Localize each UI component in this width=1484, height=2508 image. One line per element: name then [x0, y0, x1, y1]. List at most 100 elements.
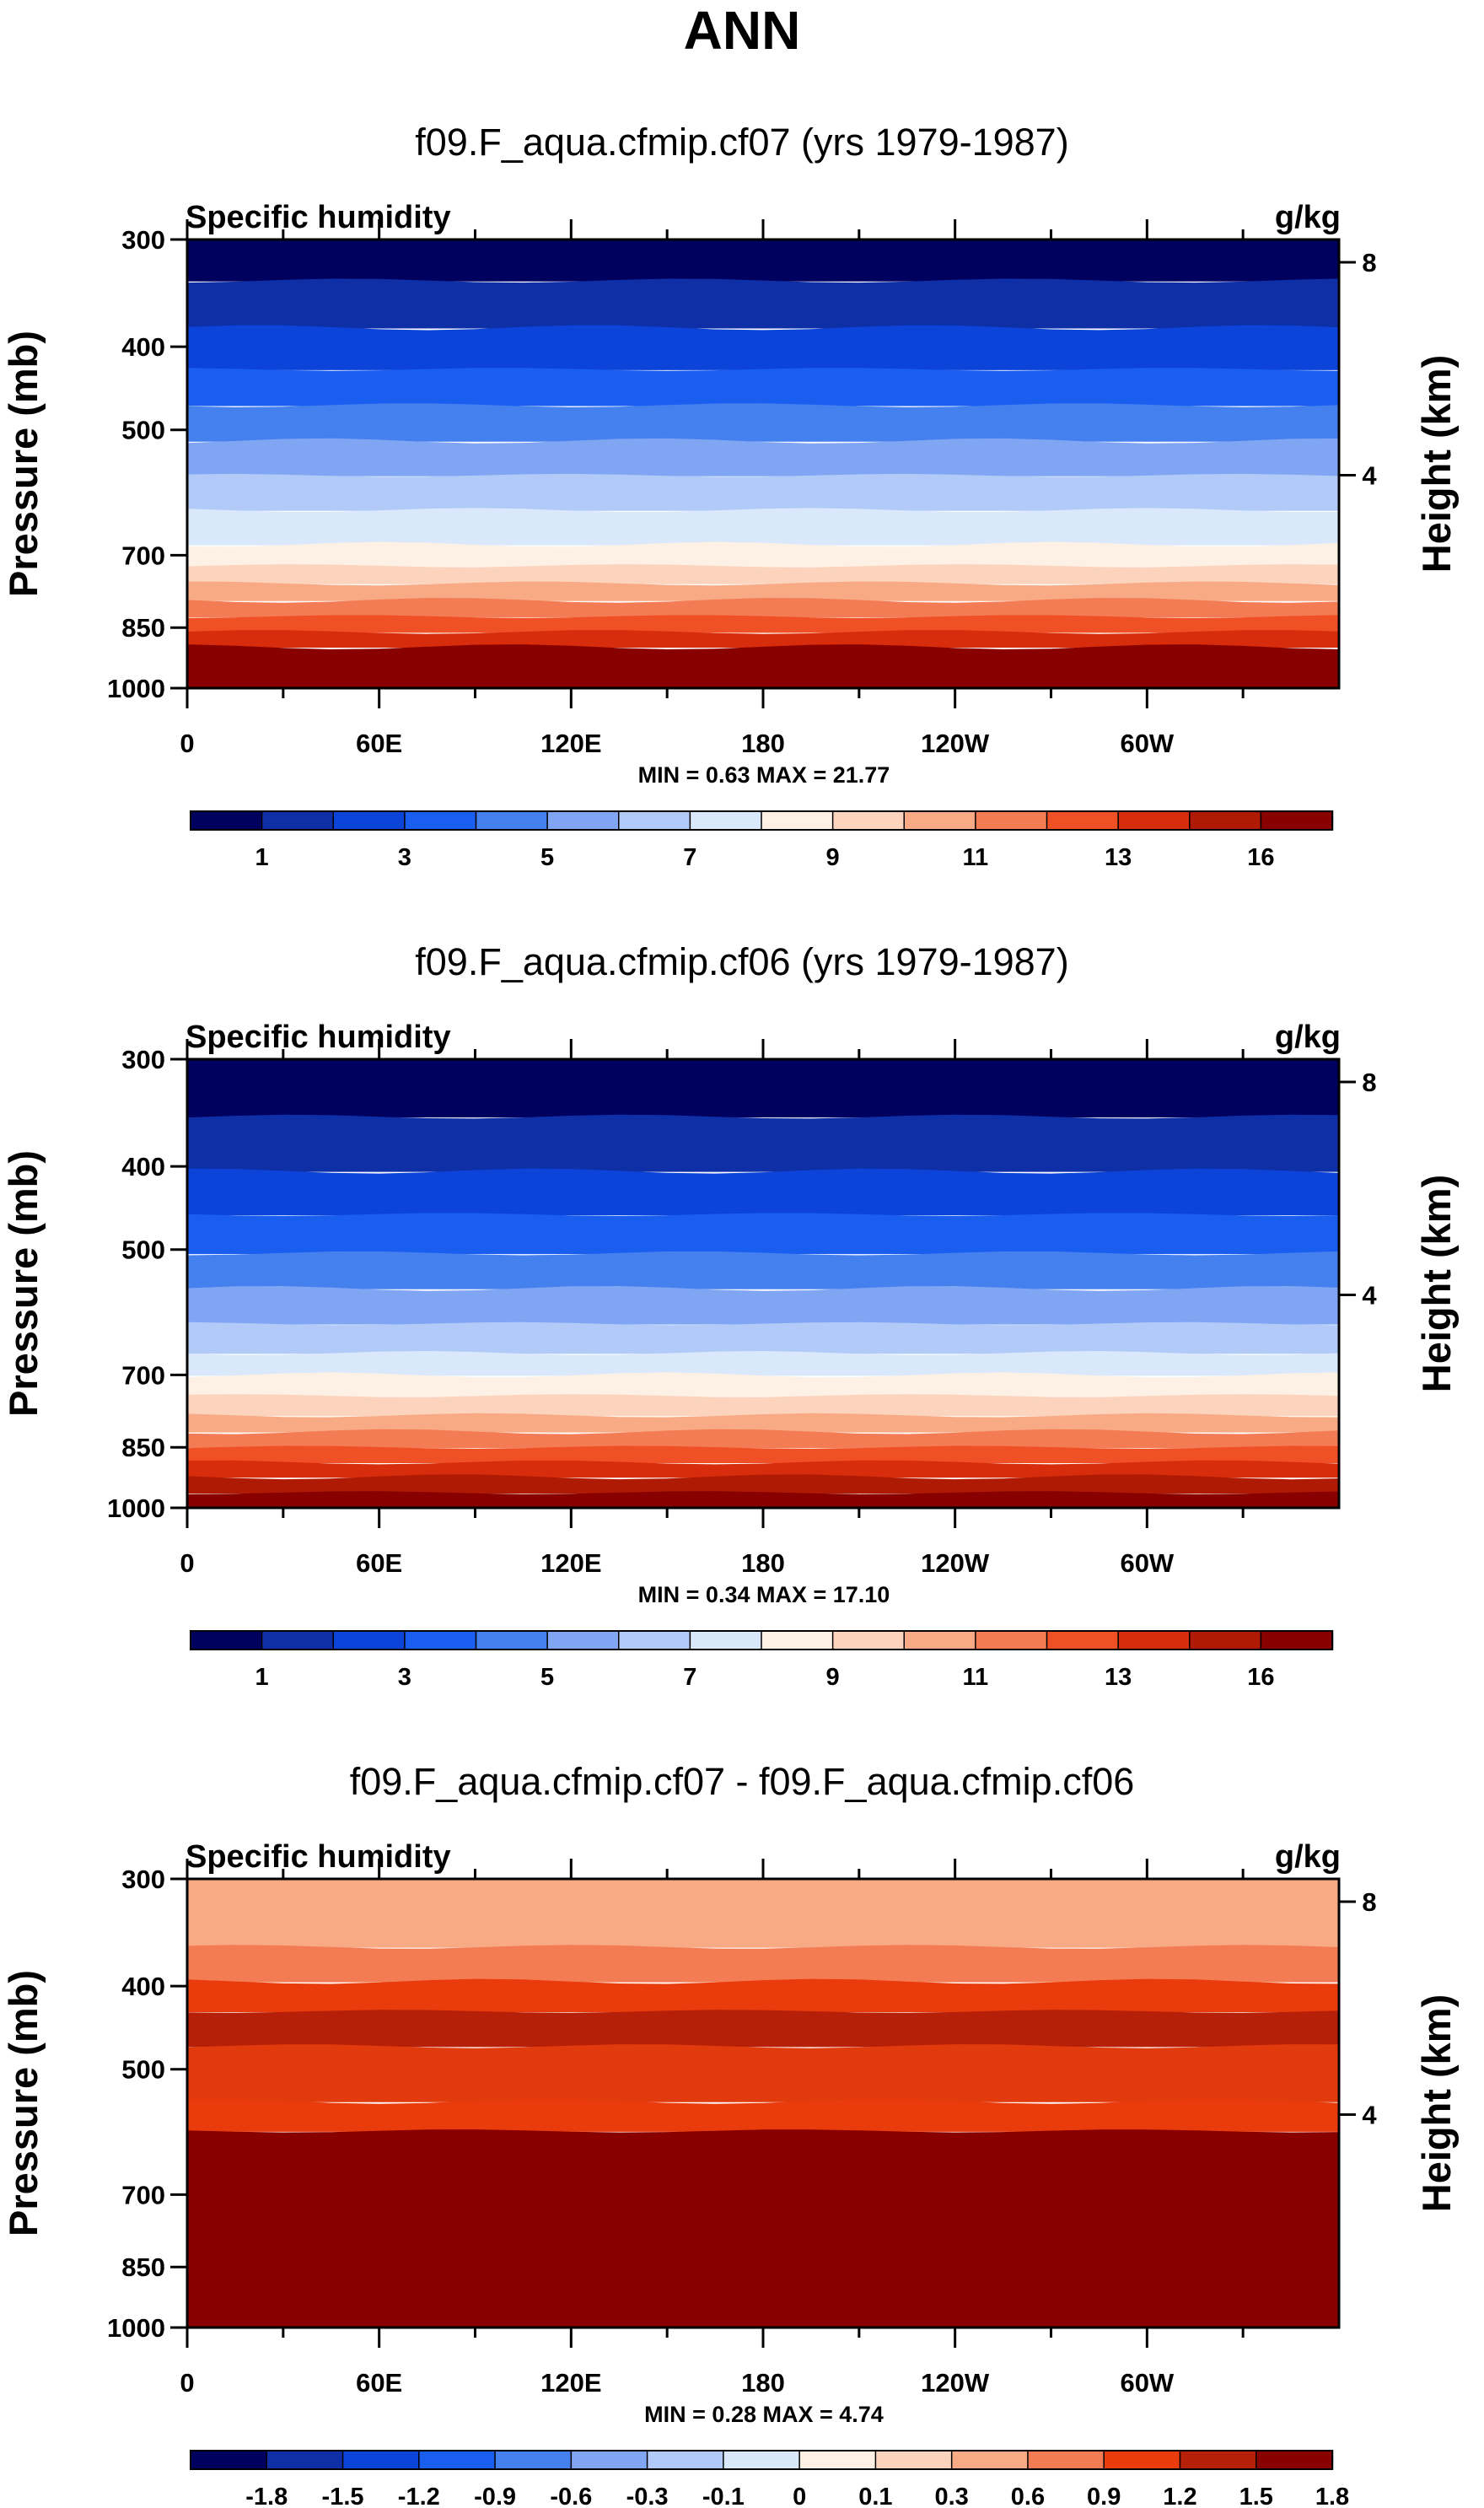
colorbar-cell [874, 2450, 953, 2470]
contour-band [187, 1351, 1339, 1376]
colorbar-label: 16 [1247, 1664, 1274, 1691]
colorbar-label: 11 [963, 844, 989, 871]
contour-band [187, 541, 1339, 567]
contour-band [187, 403, 1339, 442]
colorbar-label: 5 [540, 844, 554, 871]
contour-band [187, 2129, 1339, 2328]
colorbar-cell [546, 810, 620, 831]
contour-band [187, 1978, 1339, 2012]
colorbar-cell [1255, 2450, 1334, 2470]
contour-band [187, 2099, 1339, 2132]
variable-label: Specific humidity [186, 1839, 451, 1875]
units-label: g/kg [1275, 1020, 1341, 1055]
contour-band [187, 473, 1339, 511]
colorbar-label: 13 [1105, 1664, 1132, 1691]
colorbar-cell [689, 1630, 763, 1650]
x-tick-label: 120E [540, 2368, 601, 2398]
y-tick-label: 1000 [107, 2313, 165, 2343]
colorbar-cell [618, 1630, 691, 1650]
colorbar-frame [190, 1630, 1333, 1650]
colorbar-cell [190, 1630, 263, 1650]
y-tick-label: 700 [121, 2180, 165, 2209]
colorbar-cell [475, 810, 549, 831]
colorbar-label: 7 [683, 1664, 696, 1691]
y-tick-label: 850 [121, 1433, 165, 1462]
colorbar-cell [831, 1630, 906, 1650]
colorbar-cell [332, 1630, 406, 1650]
y-tick-label: 850 [121, 2252, 165, 2282]
colorbar-label: 0.9 [1087, 2484, 1121, 2508]
colorbar-cell [761, 1630, 834, 1650]
contour-band [187, 1213, 1339, 1255]
colorbar-cell [1260, 1630, 1334, 1650]
contour-band [187, 1286, 1339, 1325]
colorbar-cell [266, 2450, 344, 2470]
panel-cf07: f09.F_aqua.cfmip.cf07 (yrs 1979-1987) Spe… [1, 121, 1459, 871]
colorbar-cell [1117, 810, 1191, 831]
colorbar-cell [190, 810, 263, 831]
x-tick-label: 180 [741, 2368, 785, 2398]
y-tick-label: 700 [121, 541, 165, 570]
y2-axis-title: Height (km) [1414, 355, 1459, 573]
contour-band [187, 1879, 1339, 1948]
y-axis-title: Pressure (mb) [1, 1150, 46, 1417]
contour-band [187, 278, 1339, 329]
x-tick-label: 60W [1120, 1548, 1174, 1578]
contour-band [187, 1394, 1339, 1417]
colorbar-label: -1.5 [322, 2484, 364, 2508]
y-tick-label: 400 [121, 332, 165, 362]
y-axis-title: Pressure (mb) [1, 331, 46, 597]
x-tick-label: 60W [1120, 729, 1174, 758]
contour-band [187, 1429, 1339, 1449]
colorbar-cell [903, 810, 977, 831]
colorbar-label: 1 [255, 844, 269, 871]
colorbar-label: -1.2 [398, 2484, 440, 2508]
colorbar-cell [341, 2450, 421, 2470]
contour-band [187, 1168, 1339, 1215]
colorbar-cell [418, 2450, 497, 2470]
colorbar-cell [404, 1630, 477, 1650]
contour-band [187, 564, 1339, 584]
colorbar-cell [332, 810, 406, 831]
colorbar-frame [190, 810, 1333, 831]
x-tick-label: 120W [921, 1548, 990, 1578]
y-tick-label: 500 [121, 1235, 165, 1265]
y-tick-label: 700 [121, 1360, 165, 1390]
y-tick-label: 1000 [107, 1493, 165, 1523]
colorbar-cell [1117, 1630, 1191, 1650]
y-tick-label: 500 [121, 416, 165, 445]
contour-band [187, 1059, 1339, 1118]
contour-band [187, 1321, 1339, 1354]
y2-tick-label: 8 [1362, 1887, 1376, 1917]
colorbar-label: 0.1 [858, 2484, 892, 2508]
contour-band [187, 630, 1339, 648]
colorbar-cell [1046, 1630, 1120, 1650]
colorbar-cell [646, 2450, 725, 2470]
colorbar-cell [1027, 2450, 1105, 2470]
y-tick-label: 300 [121, 1045, 165, 1074]
contour-band [187, 1413, 1339, 1433]
contour-band [187, 598, 1339, 617]
variable-label: Specific humidity [186, 1020, 451, 1055]
x-tick-label: 180 [741, 729, 785, 758]
panel-title: f09.F_aqua.cfmip.cf06 (yrs 1979-1987) [415, 940, 1068, 983]
colorbar-cell [618, 810, 691, 831]
colorbar-label: 1 [255, 1664, 269, 1691]
colorbar-cell [950, 2450, 1030, 2470]
y2-tick-label: 4 [1362, 2101, 1377, 2130]
x-tick-label: 120E [540, 729, 601, 758]
contour-band [187, 508, 1339, 546]
contour-band [187, 644, 1339, 689]
min-max-label: MIN = 0.34 MAX = 17.10 [638, 1582, 890, 1607]
contour-band [187, 1945, 1339, 1983]
x-tick-label: 60E [356, 2368, 402, 2398]
colorbar-label: -0.3 [626, 2484, 669, 2508]
colorbar-cell [831, 810, 906, 831]
contour-band [187, 581, 1339, 601]
min-max-label: MIN = 0.28 MAX = 4.74 [644, 2402, 884, 2427]
colorbar-cell [798, 2450, 877, 2470]
y2-tick-label: 4 [1362, 1281, 1377, 1311]
colorbar-label: 9 [826, 844, 840, 871]
units-label: g/kg [1275, 200, 1341, 235]
y-tick-label: 300 [121, 225, 165, 255]
